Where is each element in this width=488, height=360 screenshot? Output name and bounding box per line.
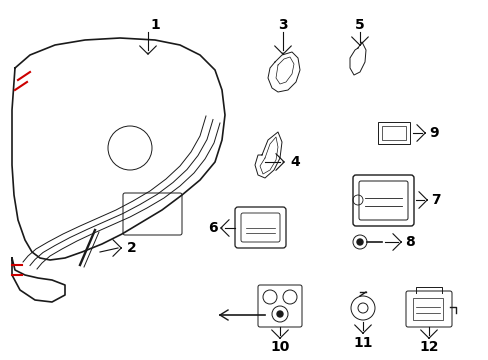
Bar [381,126,405,140]
Text: 2: 2 [127,241,137,255]
Circle shape [356,239,362,245]
Text: 5: 5 [354,18,364,32]
Text: 11: 11 [352,336,372,350]
Text: 6: 6 [208,221,217,235]
Circle shape [276,311,283,317]
Text: 8: 8 [404,235,414,249]
Text: 7: 7 [430,193,440,207]
Text: 4: 4 [289,155,299,169]
Text: 12: 12 [418,340,438,354]
Bar [377,122,409,144]
Text: 3: 3 [278,18,287,32]
Text: 1: 1 [150,18,160,32]
Bar [412,298,442,320]
Text: 10: 10 [270,340,289,354]
Text: 9: 9 [428,126,438,140]
